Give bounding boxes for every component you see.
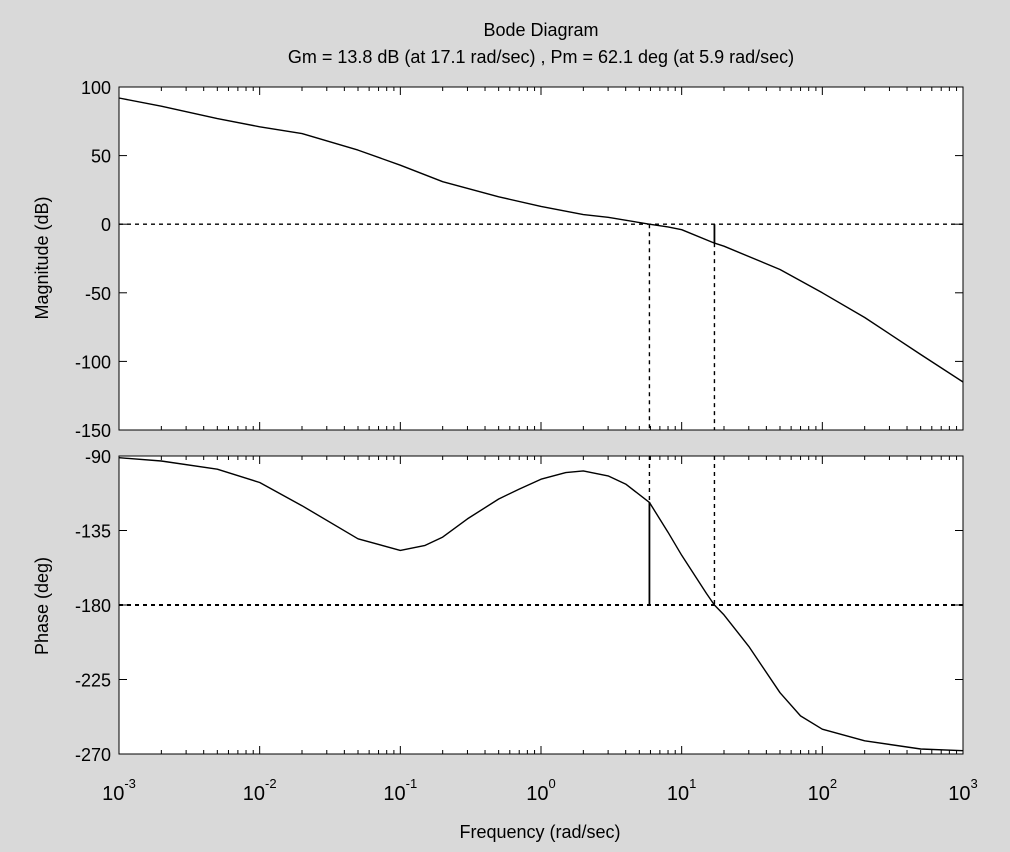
x-tick-label: 100 bbox=[526, 776, 555, 805]
phase-y-tick-label: -180 bbox=[75, 596, 111, 616]
magnitude-y-tick-label: -100 bbox=[75, 352, 111, 372]
phase-y-axis-label: Phase (deg) bbox=[32, 557, 52, 655]
magnitude-y-tick-label: 0 bbox=[101, 215, 111, 235]
phase-y-tick-label: -225 bbox=[75, 671, 111, 691]
magnitude-axes-border bbox=[118, 86, 964, 431]
x-tick-label: 10-3 bbox=[102, 776, 136, 805]
magnitude-y-tick-label: -50 bbox=[85, 284, 111, 304]
magnitude-y-axis-label: Magnitude (dB) bbox=[32, 196, 52, 319]
phase-y-tick-label: -270 bbox=[75, 745, 111, 765]
magnitude-response-line bbox=[118, 97, 964, 383]
x-tick-label: 10-2 bbox=[243, 776, 277, 805]
magnitude-axes: 100 50 0 -50 -100 -150 bbox=[75, 78, 964, 441]
x-tick-label: 103 bbox=[948, 776, 977, 805]
x-tick-label: 101 bbox=[667, 776, 696, 805]
chart-title: Bode Diagram bbox=[483, 20, 598, 40]
phase-plot-area bbox=[119, 456, 963, 754]
phase-y-tick-label: -135 bbox=[75, 522, 111, 542]
magnitude-plot-area bbox=[119, 87, 963, 430]
magnitude-y-tick-label: 100 bbox=[81, 78, 111, 98]
phase-axes: -90 -135 -180 -225 -270 10-3 10-2 10-1 100 101 102… bbox=[75, 447, 978, 805]
phase-axes-border bbox=[118, 455, 964, 755]
chart-subtitle: Gm = 13.8 dB (at 17.1 rad/sec) , Pm = 62… bbox=[288, 47, 794, 67]
phase-response-line bbox=[118, 457, 964, 752]
phase-y-tick-label: -90 bbox=[85, 447, 111, 467]
x-tick-label: 102 bbox=[808, 776, 837, 805]
magnitude-y-tick-label: -150 bbox=[75, 421, 111, 441]
x-axis-label: Frequency (rad/sec) bbox=[459, 822, 620, 842]
magnitude-y-tick-label: 50 bbox=[91, 147, 111, 167]
x-tick-label: 10-1 bbox=[383, 776, 417, 805]
